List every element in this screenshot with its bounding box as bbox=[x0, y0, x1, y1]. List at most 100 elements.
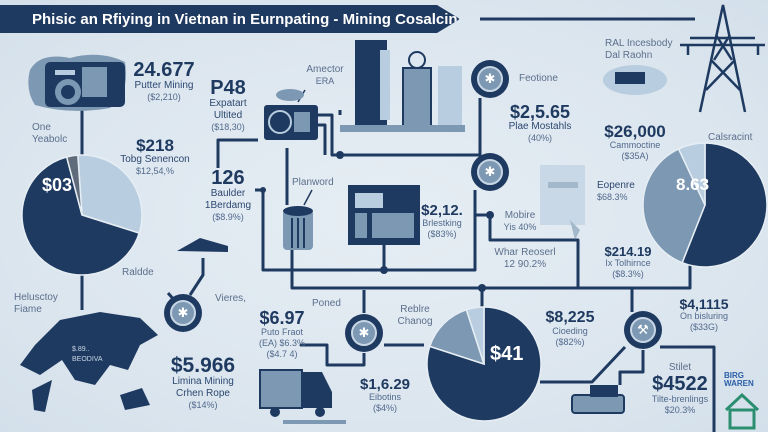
value: $6.97 bbox=[259, 308, 305, 328]
label: Dal Raohn bbox=[605, 50, 653, 61]
pickaxe-circle-icon: ⚒ bbox=[624, 311, 662, 349]
map-label: $.89.. BEODIVA bbox=[72, 345, 103, 365]
helusctoy-block: Helusctoy Fiame bbox=[14, 292, 58, 316]
cioeding-block: $8,225 Cioeding ($82%) bbox=[546, 310, 595, 348]
sub: $12,54,% bbox=[135, 166, 175, 176]
sub: ($33G) bbox=[689, 321, 718, 332]
value: $218 bbox=[136, 136, 174, 155]
sub: ($83%) bbox=[427, 228, 457, 239]
connector bbox=[188, 258, 205, 296]
label: Cammoctine bbox=[609, 140, 661, 150]
label: Chanog bbox=[397, 316, 433, 327]
label: Plae Mostahls bbox=[508, 121, 572, 132]
label: Brlestking bbox=[422, 218, 462, 228]
label: Crhen Rope bbox=[176, 388, 230, 399]
gear-circle-icon: ✱ bbox=[471, 153, 509, 191]
junction-dot bbox=[478, 284, 486, 292]
pie-left-slice-0 bbox=[77, 154, 143, 235]
label: Cioeding bbox=[552, 326, 588, 336]
fan-circle-icon: ✱ bbox=[164, 294, 202, 332]
stilet-block: Stilet $4522 Tilte-brenlings $20.3% bbox=[652, 362, 708, 416]
connector bbox=[290, 250, 692, 290]
value: 24.677 bbox=[133, 59, 195, 81]
connector bbox=[318, 98, 482, 157]
puto-block: $6.97 Puto Fraot (EA) $6.3% ($4.7 4) bbox=[259, 309, 305, 359]
pie-left-slice-1 bbox=[21, 156, 141, 276]
value: $4522 bbox=[652, 373, 708, 395]
brand-logo: BIRG WAREN bbox=[724, 372, 754, 388]
label: Eibotins bbox=[368, 392, 402, 402]
label: Eopenre bbox=[597, 180, 635, 191]
pie-right-slice-2 bbox=[677, 142, 706, 206]
label: RAL Incesbody bbox=[605, 38, 673, 49]
eibotins-block: $1,6.29 Eibotins ($4%) bbox=[360, 377, 410, 414]
label: ERA bbox=[315, 76, 335, 86]
label: Fiame bbox=[14, 304, 42, 315]
bisluring-block: $4,1115 On bisluring ($33G) bbox=[679, 297, 728, 333]
truck-icon bbox=[259, 369, 346, 424]
junction-dot bbox=[336, 151, 344, 159]
label: Yeabolc bbox=[32, 134, 68, 145]
tobg-block: $218 Tobg Senencon $12,54,% bbox=[120, 137, 190, 177]
ral-block: RAL Incesbody Dal Raohn bbox=[605, 38, 672, 62]
pie-right-title: Calsracint bbox=[708, 132, 753, 143]
value: $5.966 bbox=[170, 354, 236, 377]
connector bbox=[475, 213, 580, 288]
sub: $20.3% bbox=[664, 404, 696, 415]
label: $.89.. bbox=[72, 346, 90, 353]
house-logo-icon bbox=[724, 392, 760, 430]
label: On bisluring bbox=[679, 311, 729, 321]
sub: ($82%) bbox=[555, 336, 585, 347]
label: Puto Fraot bbox=[260, 327, 304, 337]
amector-block: Amector ERA bbox=[306, 64, 343, 87]
value: $2,5.65 bbox=[509, 102, 571, 122]
p48-block: P48 Expatart Ultited ($18,30) bbox=[209, 78, 246, 133]
putter-block: 24.677 Putter Mining ($2,210) bbox=[133, 60, 194, 103]
gear-circle-icon: ✱ bbox=[345, 314, 383, 352]
poned-label: Poned bbox=[312, 298, 341, 309]
planword-label: Planword bbox=[292, 177, 334, 188]
logo-text: WAREN bbox=[724, 379, 754, 388]
brlestking-block: $2,12. Brlestking ($83%) bbox=[421, 203, 463, 240]
roof-icon bbox=[177, 238, 228, 252]
label: Ultited bbox=[213, 110, 243, 121]
label: Tobg Senencon bbox=[120, 154, 190, 165]
label: Expatart bbox=[209, 98, 247, 109]
junction-dot bbox=[260, 187, 266, 193]
pie-right-slice-1 bbox=[642, 147, 706, 264]
hardware-device-icon bbox=[571, 385, 625, 414]
one-block: One Yeabolc bbox=[32, 122, 67, 146]
world-map-icon bbox=[20, 312, 158, 412]
label: Baulder bbox=[210, 188, 246, 199]
label: Reblre bbox=[400, 304, 430, 315]
label: 1Berdamg bbox=[204, 200, 252, 211]
label: Whar Reoserl bbox=[494, 247, 556, 258]
sub: ($4%) bbox=[372, 402, 398, 413]
server-rack-icon bbox=[340, 40, 465, 132]
sub: 12 90.2% bbox=[503, 259, 547, 270]
limina-block: $5.966 Limina Mining Crhen Rope ($14%) bbox=[171, 355, 235, 411]
label: Putter Mining bbox=[134, 80, 194, 91]
connector bbox=[540, 345, 627, 384]
connector bbox=[300, 343, 366, 367]
cloud-server-icon bbox=[603, 65, 667, 95]
pie-center-slice-2 bbox=[465, 306, 485, 365]
sub: ($14%) bbox=[188, 400, 218, 410]
title-banner: Phisic an Rfiying in Vietnan in Eurnpati… bbox=[0, 5, 460, 33]
raldde-label: Raldde bbox=[122, 267, 154, 278]
connector bbox=[318, 123, 327, 155]
sub: ($8.9%) bbox=[212, 212, 244, 222]
mobire-block: Mobire Yis 40% bbox=[504, 210, 537, 233]
label: BEODIVA bbox=[72, 355, 103, 363]
eopenre-block: Eopenre $68.3% bbox=[597, 180, 635, 203]
value: P48 bbox=[210, 77, 246, 99]
mining-device-icon bbox=[28, 54, 127, 111]
label: Tilte-brenlings bbox=[651, 394, 709, 404]
gear-circle-icon: ✱ bbox=[471, 60, 509, 98]
connector bbox=[618, 350, 645, 385]
pie-right-label: 8.63 bbox=[676, 175, 710, 194]
tolhirnce-block: $214.19 Ix Tolhirnce ($8.3%) bbox=[605, 245, 652, 280]
connector bbox=[303, 189, 313, 206]
plae-block: $2,5.65 Plae Mostahls (40%) bbox=[509, 103, 572, 144]
